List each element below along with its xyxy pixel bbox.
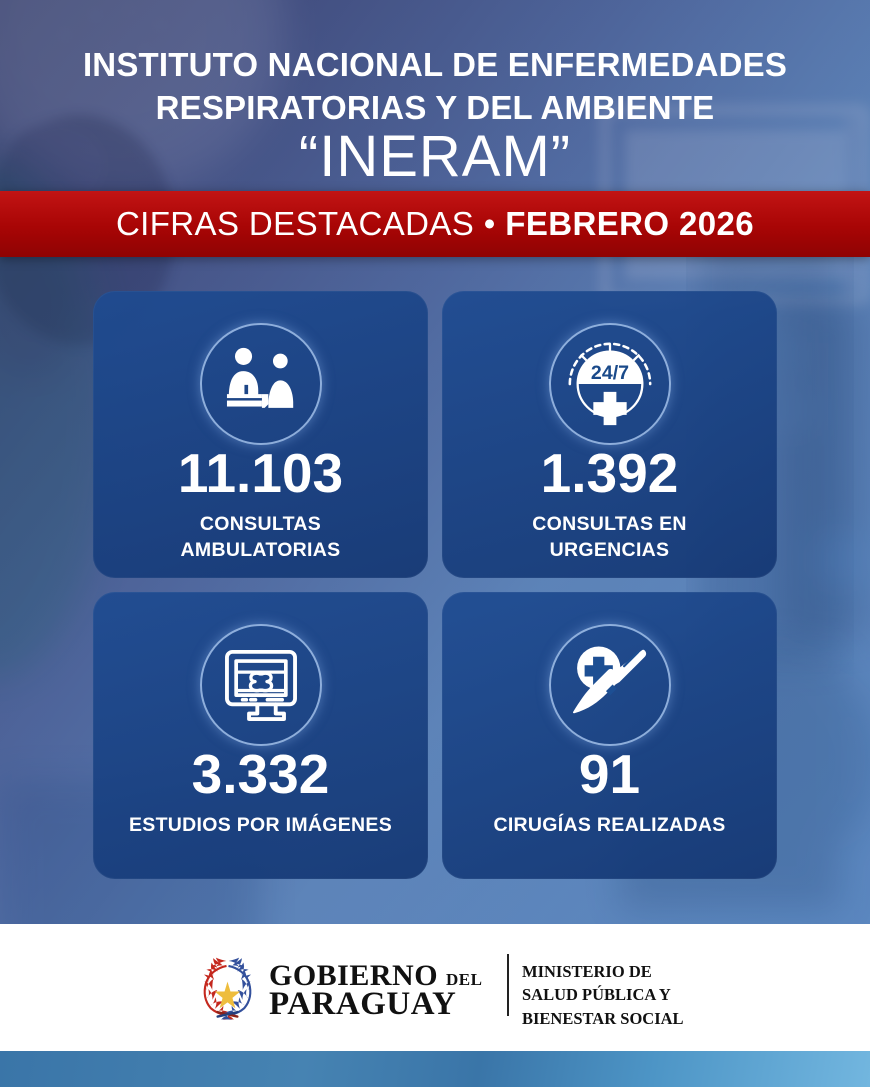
svg-text:24/7: 24/7 bbox=[590, 362, 628, 384]
